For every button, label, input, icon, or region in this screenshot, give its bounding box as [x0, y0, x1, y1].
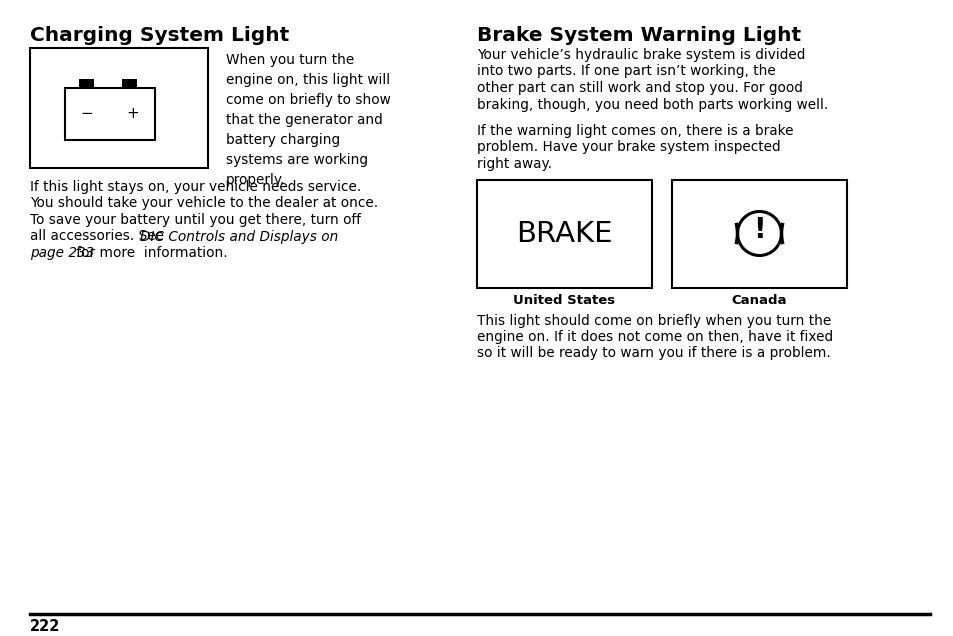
Bar: [30, 48, 208, 168]
Text: into two parts. If one part isn’t working, the: into two parts. If one part isn’t workin…: [476, 64, 775, 78]
Bar: [122, 79, 137, 88]
Text: −: −: [81, 106, 93, 121]
Text: Charging System Light: Charging System Light: [30, 26, 289, 45]
Text: This light should come on briefly when you turn the: This light should come on briefly when y…: [476, 314, 830, 328]
Bar: [671, 179, 846, 287]
Text: When you turn the
engine on, this light will
come on briefly to show
that the ge: When you turn the engine on, this light …: [226, 53, 391, 187]
Text: !: !: [753, 216, 765, 244]
Text: page 233: page 233: [30, 246, 94, 260]
Text: If this light stays on, your vehicle needs service.: If this light stays on, your vehicle nee…: [30, 180, 361, 194]
Text: braking, though, you need both parts working well.: braking, though, you need both parts wor…: [476, 97, 827, 111]
Text: To save your battery until you get there, turn off: To save your battery until you get there…: [30, 213, 360, 227]
Text: United States: United States: [513, 293, 615, 307]
Text: Canada: Canada: [731, 293, 786, 307]
Text: BRAKE: BRAKE: [516, 219, 612, 247]
Text: Brake System Warning Light: Brake System Warning Light: [476, 26, 801, 45]
Text: DIC Controls and Displays on: DIC Controls and Displays on: [140, 230, 338, 244]
Text: all accessories. See: all accessories. See: [30, 230, 168, 244]
Text: +: +: [127, 106, 139, 121]
Text: Your vehicle’s hydraulic brake system is divided: Your vehicle’s hydraulic brake system is…: [476, 48, 804, 62]
Text: other part can still work and stop you. For good: other part can still work and stop you. …: [476, 81, 802, 95]
Text: You should take your vehicle to the dealer at once.: You should take your vehicle to the deal…: [30, 197, 377, 211]
Bar: [476, 179, 651, 287]
Text: 222: 222: [30, 619, 60, 634]
Text: engine on. If it does not come on then, have it fixed: engine on. If it does not come on then, …: [476, 330, 832, 344]
Text: right away.: right away.: [476, 157, 552, 171]
Bar: [65, 88, 155, 140]
Text: for more  information.: for more information.: [71, 246, 228, 260]
Text: problem. Have your brake system inspected: problem. Have your brake system inspecte…: [476, 141, 780, 155]
Bar: [79, 79, 94, 88]
Text: so it will be ready to warn you if there is a problem.: so it will be ready to warn you if there…: [476, 347, 830, 361]
Text: If the warning light comes on, there is a brake: If the warning light comes on, there is …: [476, 124, 793, 138]
